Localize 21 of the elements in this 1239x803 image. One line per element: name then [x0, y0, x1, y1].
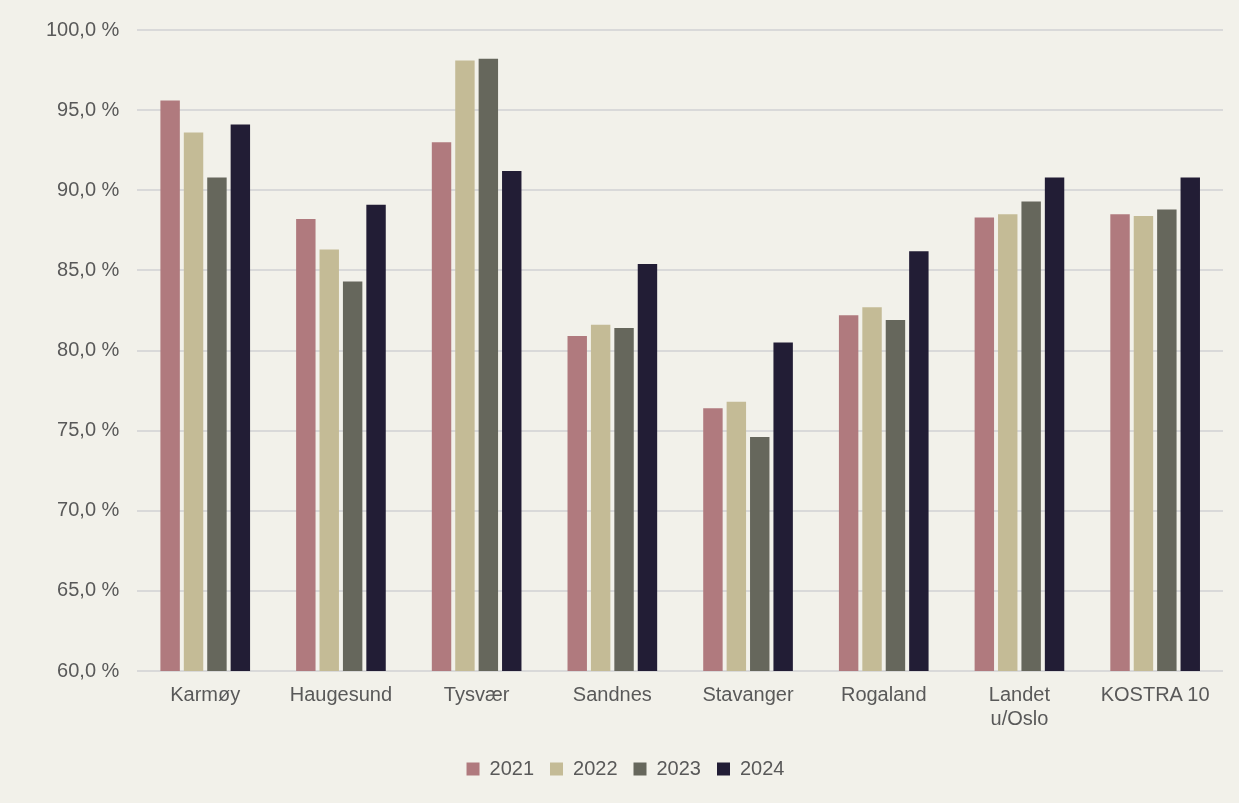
- x-tick-label: Sandnes: [572, 682, 652, 705]
- y-tick-label: 95,0 %: [57, 97, 120, 120]
- y-tick-label: 85,0 %: [57, 257, 120, 280]
- y-tick-label: 80,0 %: [57, 338, 120, 361]
- x-tick-label: Haugesund: [289, 682, 393, 705]
- y-tick-label: 100,0 %: [46, 17, 120, 40]
- x-tick-label: Stavanger: [702, 682, 794, 705]
- x-tick-label: Tysvær: [443, 682, 510, 705]
- x-tick-label: KOSTRA 10: [1100, 682, 1210, 705]
- y-tick-label: 65,0 %: [57, 578, 120, 601]
- y-tick-label: 70,0 %: [57, 498, 120, 521]
- legend-label: 2023: [656, 756, 701, 779]
- x-tick-label: Landet u/Oslo: [988, 682, 1051, 729]
- y-tick-label: 90,0 %: [57, 177, 120, 200]
- x-tick-label: Karmøy: [170, 682, 241, 705]
- y-tick-label: 60,0 %: [57, 658, 120, 681]
- y-tick-label: 75,0 %: [57, 418, 120, 441]
- legend-label: 2024: [739, 756, 785, 779]
- legend-label: 2022: [573, 756, 618, 779]
- legend-label: 2021: [489, 756, 535, 779]
- x-tick-label: Rogaland: [840, 682, 927, 705]
